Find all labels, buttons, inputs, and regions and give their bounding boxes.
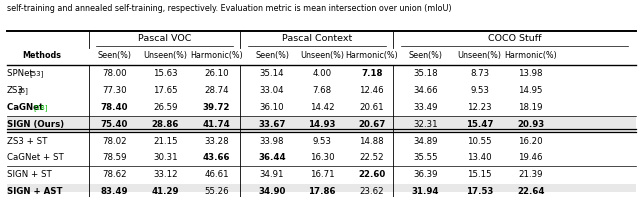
Text: [18]: [18]: [33, 104, 47, 111]
Text: 36.44: 36.44: [259, 153, 286, 162]
Text: 33.67: 33.67: [259, 120, 286, 129]
Text: Unseen(%): Unseen(%): [458, 51, 502, 60]
Text: SIGN (Ours): SIGN (Ours): [7, 120, 64, 129]
Text: 26.10: 26.10: [204, 69, 229, 78]
Text: 14.88: 14.88: [360, 137, 384, 146]
Text: 12.46: 12.46: [360, 86, 384, 95]
Text: Unseen(%): Unseen(%): [300, 51, 344, 60]
Text: [5]: [5]: [18, 87, 28, 94]
Text: 78.02: 78.02: [102, 137, 127, 146]
Text: 15.15: 15.15: [467, 170, 492, 179]
Text: Methods: Methods: [22, 51, 61, 60]
Text: 34.66: 34.66: [413, 86, 438, 95]
Text: 34.89: 34.89: [413, 137, 438, 146]
Text: Pascal VOC: Pascal VOC: [138, 34, 191, 43]
Text: 14.93: 14.93: [308, 120, 335, 129]
Bar: [7, 184, 636, 197]
Text: 10.55: 10.55: [467, 137, 492, 146]
Text: 22.60: 22.60: [358, 170, 385, 179]
Text: 8.73: 8.73: [470, 69, 489, 78]
Text: 22.64: 22.64: [517, 187, 545, 196]
Text: 33.49: 33.49: [413, 103, 438, 112]
Text: 36.39: 36.39: [413, 170, 438, 179]
Text: 78.59: 78.59: [102, 153, 127, 162]
Text: 43.66: 43.66: [203, 153, 230, 162]
Text: SIGN + AST: SIGN + AST: [7, 187, 63, 196]
Text: 18.19: 18.19: [518, 103, 543, 112]
Text: Seen(%): Seen(%): [97, 51, 131, 60]
Text: 23.62: 23.62: [360, 187, 384, 196]
Text: self-training and annealed self-training, respectively. Evaluation metric is mea: self-training and annealed self-training…: [7, 4, 452, 13]
Text: CaGNet: CaGNet: [7, 103, 46, 112]
Text: 33.04: 33.04: [260, 86, 284, 95]
Text: CaGNet + ST: CaGNet + ST: [7, 153, 64, 162]
Text: 36.10: 36.10: [260, 103, 284, 112]
Text: 28.86: 28.86: [152, 120, 179, 129]
Text: 33.28: 33.28: [204, 137, 229, 146]
Text: 20.67: 20.67: [358, 120, 385, 129]
Text: 41.74: 41.74: [203, 120, 230, 129]
Text: 20.61: 20.61: [360, 103, 384, 112]
Text: 32.31: 32.31: [413, 120, 438, 129]
Text: 26.59: 26.59: [153, 103, 178, 112]
Text: 14.95: 14.95: [518, 86, 543, 95]
Text: 12.23: 12.23: [467, 103, 492, 112]
Text: 17.53: 17.53: [466, 187, 493, 196]
Text: Pascal Context: Pascal Context: [282, 34, 352, 43]
Text: 35.18: 35.18: [413, 69, 438, 78]
Text: 77.30: 77.30: [102, 86, 127, 95]
Text: 21.39: 21.39: [518, 170, 543, 179]
Text: 20.93: 20.93: [517, 120, 545, 129]
Text: 46.61: 46.61: [204, 170, 229, 179]
Text: 28.74: 28.74: [204, 86, 229, 95]
Text: 75.40: 75.40: [100, 120, 128, 129]
Text: 16.20: 16.20: [518, 137, 543, 146]
Text: SIGN + ST: SIGN + ST: [7, 170, 52, 179]
Text: Unseen(%): Unseen(%): [143, 51, 188, 60]
Text: [53]: [53]: [29, 70, 44, 77]
Text: 14.42: 14.42: [310, 103, 334, 112]
Text: 17.86: 17.86: [308, 187, 335, 196]
Text: 39.72: 39.72: [203, 103, 230, 112]
Text: 21.15: 21.15: [153, 137, 178, 146]
Text: ZS3 + ST: ZS3 + ST: [7, 137, 47, 146]
Text: 31.94: 31.94: [412, 187, 439, 196]
Text: 17.65: 17.65: [153, 86, 178, 95]
Text: 78.00: 78.00: [102, 69, 127, 78]
Text: COCO Stuff: COCO Stuff: [488, 34, 541, 43]
Text: 34.91: 34.91: [260, 170, 284, 179]
Text: Harmonic(%): Harmonic(%): [346, 51, 398, 60]
Text: 15.63: 15.63: [153, 69, 178, 78]
Text: 9.53: 9.53: [470, 86, 489, 95]
Text: 22.52: 22.52: [360, 153, 384, 162]
Text: 78.40: 78.40: [100, 103, 128, 112]
Text: 34.90: 34.90: [259, 187, 286, 196]
Text: Harmonic(%): Harmonic(%): [190, 51, 243, 60]
Text: SPNet: SPNet: [7, 69, 36, 78]
Text: 7.18: 7.18: [361, 69, 383, 78]
Text: 7.68: 7.68: [312, 86, 332, 95]
Text: 35.55: 35.55: [413, 153, 438, 162]
Text: 30.31: 30.31: [153, 153, 178, 162]
Text: 19.46: 19.46: [518, 153, 543, 162]
Text: 16.30: 16.30: [310, 153, 334, 162]
Bar: [7, 116, 636, 132]
Text: 55.26: 55.26: [204, 187, 229, 196]
Text: 41.29: 41.29: [152, 187, 179, 196]
Text: 4.00: 4.00: [312, 69, 332, 78]
Text: 83.49: 83.49: [100, 187, 128, 196]
Text: Seen(%): Seen(%): [255, 51, 289, 60]
Text: 16.71: 16.71: [310, 170, 334, 179]
Text: 35.14: 35.14: [260, 69, 284, 78]
Text: 13.98: 13.98: [518, 69, 543, 78]
Text: 78.62: 78.62: [102, 170, 127, 179]
Text: Harmonic(%): Harmonic(%): [504, 51, 557, 60]
Text: Seen(%): Seen(%): [408, 51, 442, 60]
Text: 15.47: 15.47: [466, 120, 493, 129]
Text: ZS3: ZS3: [7, 86, 24, 95]
Text: 9.53: 9.53: [312, 137, 332, 146]
Text: 13.40: 13.40: [467, 153, 492, 162]
Text: 33.98: 33.98: [260, 137, 284, 146]
Text: 33.12: 33.12: [153, 170, 178, 179]
